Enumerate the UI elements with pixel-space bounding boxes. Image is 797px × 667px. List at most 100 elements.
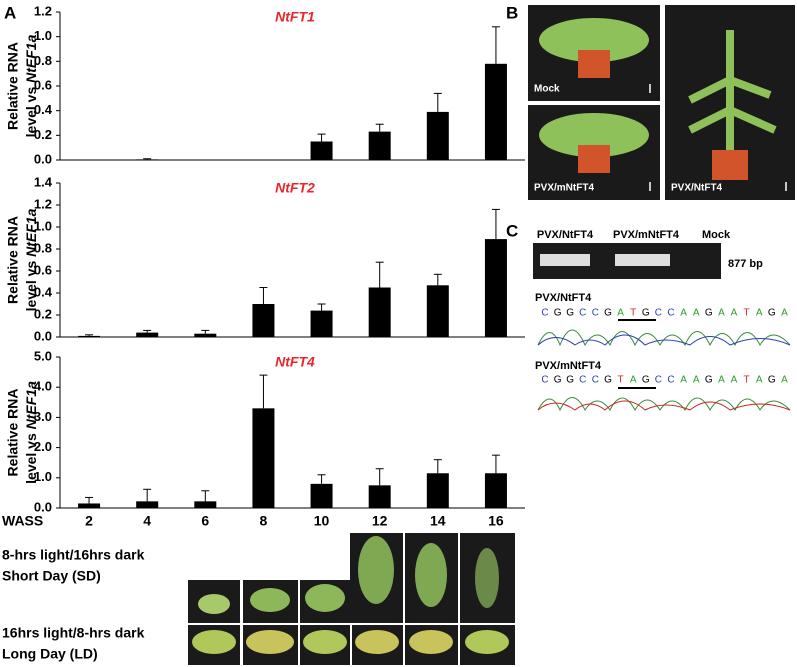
chromatogram [537,334,791,346]
base: C [592,308,599,319]
bar [426,111,449,160]
y-tick-label: 0.0 [34,328,52,343]
y-label: Relative RNA [5,389,21,477]
base: G [604,308,612,319]
lane-label: PVX/mNtFT4 [613,229,680,241]
bar [136,159,159,160]
y-tick-label: 1.2 [34,196,52,211]
base: G [705,375,713,386]
y-tick-label: 0.0 [34,151,52,166]
band-size: 877 bp [728,258,763,270]
bar [368,287,391,337]
leaves [539,18,649,62]
base: C [655,375,662,386]
x-tick-label: 8 [260,513,268,529]
y-label-gene: NtEF1a [23,208,39,256]
y-tick-label: 3.0 [34,409,52,424]
gel-band [615,254,670,266]
chart-title: NtFT2 [275,180,315,196]
base: A [731,375,738,386]
photo-label: PVX/NtFT4 [671,183,723,194]
bar [368,131,391,160]
base: G [642,308,650,319]
base: G [566,308,574,319]
base: A [718,375,725,386]
panel-label: B [506,3,518,22]
base: A [630,375,637,386]
base: A [680,308,687,319]
x-tick-label: 12 [372,513,388,529]
base: C [592,375,599,386]
bar [136,332,159,337]
base: G [566,375,574,386]
base: C [667,308,674,319]
lane-label: PVX/NtFT4 [537,229,594,241]
y-label-gene: NtEF1a [23,34,39,82]
base: A [680,375,687,386]
chromatogram [537,329,791,347]
bar [252,304,275,337]
base: C [541,308,548,319]
base: A [781,375,788,386]
chart-title: NtFT1 [275,9,315,25]
x-label: WASS [2,513,43,529]
y-tick-label: 5.0 [34,348,52,363]
chromatogram [537,397,791,412]
bar [136,501,159,508]
base: G [642,375,650,386]
leaves [539,113,649,157]
sd-photos [188,533,515,623]
base: A [781,308,788,319]
y-label: Relative RNA [5,216,21,304]
bar [368,485,391,508]
base: A [693,375,700,386]
base: T [744,375,750,386]
y-label: Relative RNA [5,42,21,130]
y-tick-label: 0.8 [34,53,52,68]
plant [688,30,777,150]
x-tick-label: 6 [201,513,209,529]
base: C [667,375,674,386]
base: A [756,308,763,319]
photo-label: Mock [534,84,560,95]
y-tick-label: 1.0 [34,28,52,43]
chart-title: NtFT4 [275,354,315,370]
base: T [630,308,636,319]
x-tick-label: 2 [85,513,93,529]
y-tick-label: 0.6 [34,77,52,92]
y-label-text: level vs [23,261,39,312]
photo-label: PVX/mNtFT4 [534,183,594,194]
base: C [579,375,586,386]
y-tick-label: 0.4 [34,102,53,117]
row-label: 8-hrs light/16hrs dark [2,547,145,563]
row-label: Short Day (SD) [2,568,101,584]
y-tick-label: 2.0 [34,439,52,454]
y-label: level vs NtEF1a [23,381,39,484]
y-label-text: level vs [23,87,39,138]
y-label-text: level vs [23,433,39,484]
base: G [768,375,776,386]
base: T [744,308,750,319]
gel-band [540,254,590,266]
bar [484,473,507,508]
base: G [705,308,713,319]
base: G [768,308,776,319]
base: A [731,308,738,319]
y-tick-label: 1.0 [34,469,52,484]
bar [78,503,101,508]
x-tick-label: 10 [314,513,330,529]
y-tick-label: 1.2 [34,3,52,18]
x-tick-label: 4 [143,513,151,529]
y-tick-label: 0.8 [34,240,52,255]
y-label: level vs NtEF1a [23,208,39,311]
y-tick-label: 0.2 [34,127,52,142]
panel-label: C [506,221,518,240]
base: C [541,375,548,386]
y-label: level vs NtEF1a [23,34,39,137]
base: T [618,375,624,386]
sequence-name: PVX/NtFT4 [535,292,592,304]
base: A [617,308,624,319]
y-tick-label: 0.4 [34,284,53,299]
row-label: Long Day (LD) [2,646,98,662]
panel-label: A [4,3,16,22]
